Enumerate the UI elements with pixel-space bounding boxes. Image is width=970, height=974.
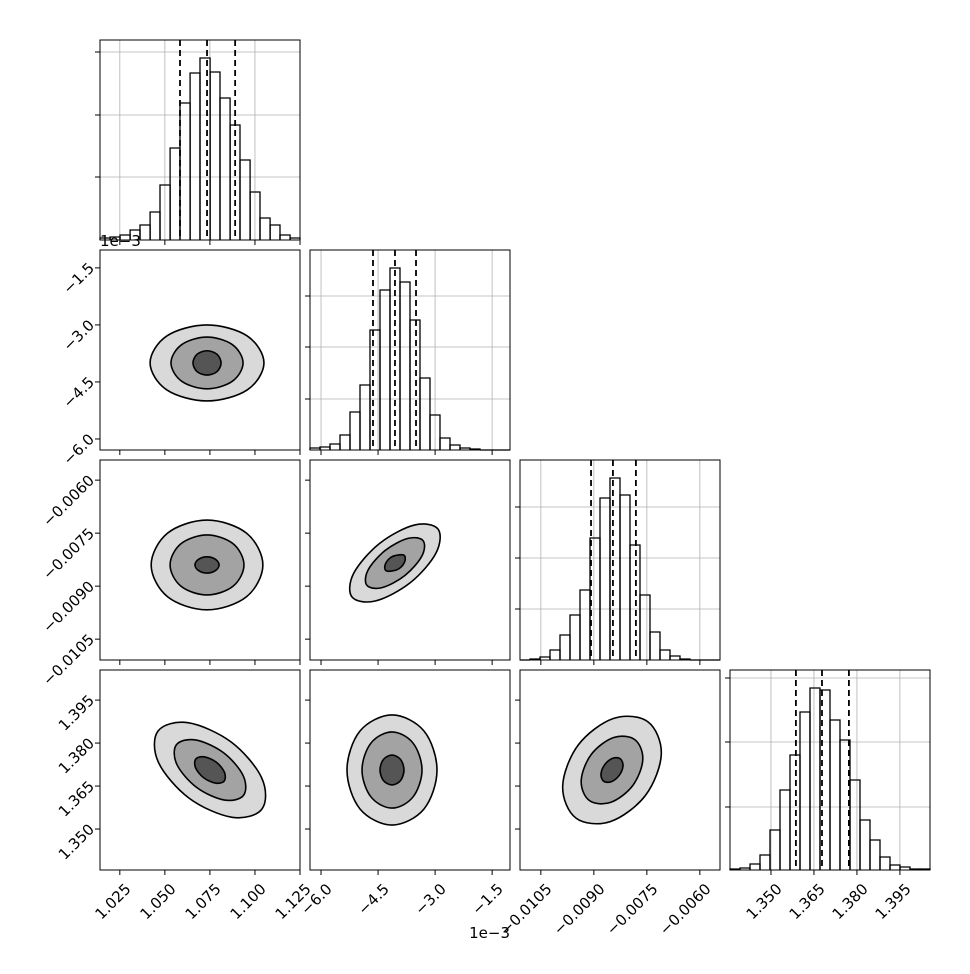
histogram-bar bbox=[419, 377, 431, 450]
contour bbox=[379, 754, 405, 786]
panel-frame bbox=[99, 39, 301, 241]
histogram-bar bbox=[659, 649, 671, 660]
panel-frame bbox=[99, 669, 301, 871]
panel-frame bbox=[519, 669, 721, 871]
panel-frame bbox=[519, 459, 721, 661]
histogram-bar bbox=[879, 856, 891, 870]
contour bbox=[192, 349, 222, 376]
contour bbox=[600, 756, 624, 784]
panel-frame bbox=[309, 669, 511, 871]
histogram-bar bbox=[249, 191, 261, 240]
histogram-bar bbox=[269, 224, 281, 240]
histogram-bar bbox=[639, 594, 651, 660]
contour bbox=[383, 553, 407, 573]
panel-frame bbox=[99, 459, 301, 661]
panel-frame bbox=[99, 249, 301, 451]
histogram-bar bbox=[429, 414, 441, 450]
histogram-bar bbox=[669, 655, 681, 660]
histogram-bar bbox=[869, 839, 881, 870]
contour bbox=[194, 556, 220, 574]
x-offset-text: 1e−3 bbox=[469, 924, 510, 942]
panel-frame bbox=[309, 459, 511, 661]
panel-frame bbox=[729, 669, 931, 871]
histogram-bar bbox=[439, 437, 451, 450]
y-offset-text: 1e−3 bbox=[100, 232, 141, 250]
histogram-bar bbox=[649, 631, 661, 660]
contour bbox=[193, 755, 227, 785]
panel-frame bbox=[309, 249, 511, 451]
